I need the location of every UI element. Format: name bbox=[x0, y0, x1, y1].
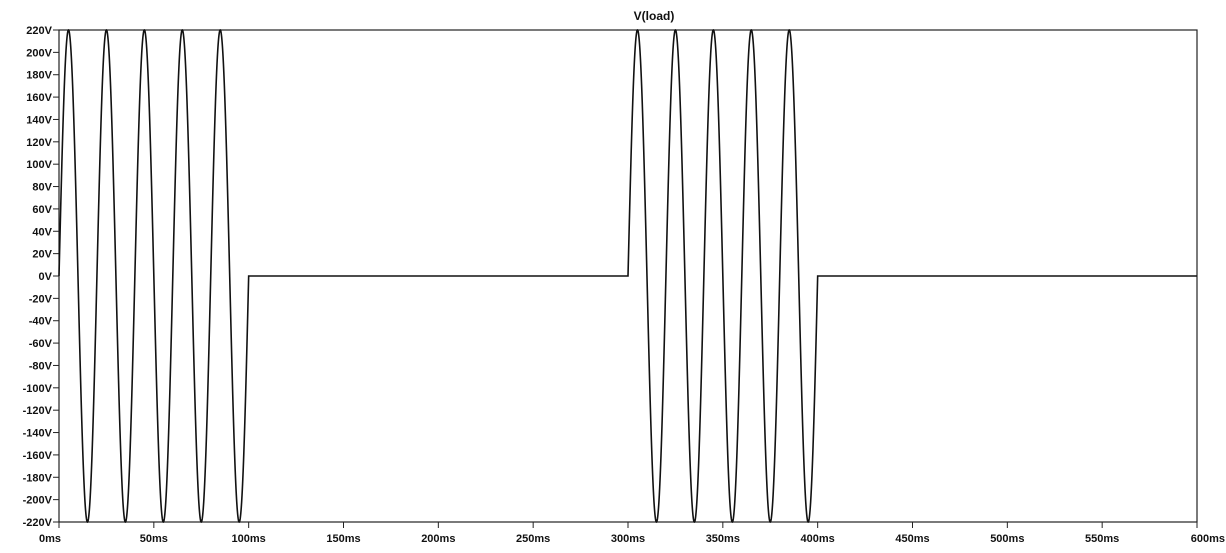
x-tick-label: 150ms bbox=[326, 533, 360, 545]
y-tick-label: -80V bbox=[29, 360, 53, 372]
y-tick-label: -180V bbox=[23, 472, 53, 484]
y-tick-label: -60V bbox=[29, 338, 53, 350]
x-tick-label: 500ms bbox=[990, 533, 1024, 545]
y-tick-label: 200V bbox=[26, 47, 52, 59]
chart-title: V(load) bbox=[634, 9, 675, 23]
y-tick-label: 180V bbox=[26, 70, 52, 82]
y-tick-label: 20V bbox=[32, 249, 52, 261]
y-tick-label: 140V bbox=[26, 114, 52, 126]
y-tick-label: 120V bbox=[26, 137, 52, 149]
series-line bbox=[58, 29, 1197, 523]
y-tick-label: 0V bbox=[39, 271, 53, 283]
x-tick-label: 250ms bbox=[516, 533, 550, 545]
x-tick-label: 300ms bbox=[611, 533, 645, 545]
x-tick-label: 450ms bbox=[895, 533, 929, 545]
x-tick-label: 400ms bbox=[801, 533, 835, 545]
y-tick-label: 220V bbox=[26, 25, 52, 37]
y-tick-label: 100V bbox=[26, 159, 52, 171]
y-tick-label: 80V bbox=[32, 182, 52, 194]
x-tick-label: 600ms bbox=[1191, 533, 1225, 545]
x-tick-label: 350ms bbox=[706, 533, 740, 545]
y-tick-label: -140V bbox=[23, 428, 53, 440]
y-tick-label: 40V bbox=[32, 226, 52, 238]
y-tick-label: -160V bbox=[23, 450, 53, 462]
x-tick-label: 200ms bbox=[421, 533, 455, 545]
y-tick-label: -20V bbox=[29, 293, 53, 305]
y-tick-label: -100V bbox=[23, 383, 53, 395]
y-axis: 220V 200V 180V 160V 140V 120V 100V 80V 60V 40V 20V… bbox=[23, 25, 59, 529]
y-tick-label: 160V bbox=[26, 92, 52, 104]
x-tick-label: 550ms bbox=[1085, 533, 1119, 545]
y-tick-label: -220V bbox=[23, 517, 53, 529]
x-tick-label: 0ms bbox=[39, 533, 61, 545]
x-tick-label: 50ms bbox=[140, 533, 168, 545]
y-tick-label: -120V bbox=[23, 405, 53, 417]
y-tick-label: 60V bbox=[32, 204, 52, 216]
x-axis: 0ms 50ms 100ms 150ms 200ms 250ms 300ms 350ms 400… bbox=[39, 522, 1225, 545]
y-tick-label: -200V bbox=[23, 495, 53, 507]
x-tick-label: 100ms bbox=[232, 533, 266, 545]
y-tick-label: -40V bbox=[29, 316, 53, 328]
